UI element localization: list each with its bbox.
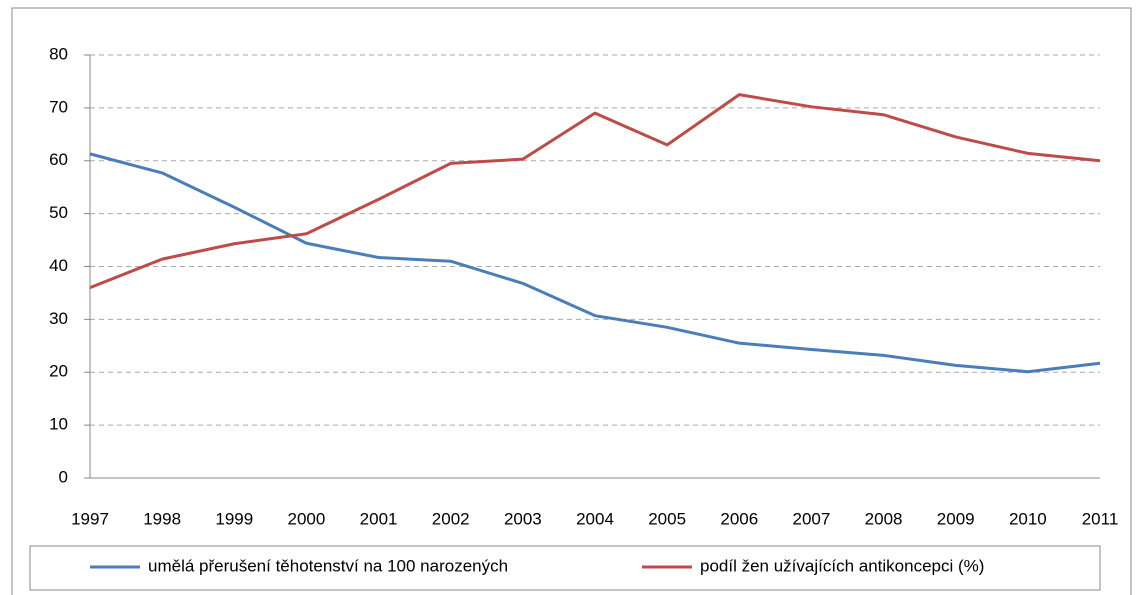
x-tick-label: 2008: [865, 509, 903, 528]
y-tick-label: 60: [49, 150, 68, 169]
y-tick-label: 10: [49, 415, 68, 434]
x-tick-label: 2001: [360, 509, 398, 528]
x-tick-label: 2010: [1009, 509, 1047, 528]
legend-label: umělá přerušení těhotenství na 100 naroz…: [148, 556, 508, 575]
legend-box: [29, 545, 1101, 591]
x-tick-label: 2005: [648, 509, 686, 528]
y-tick-label: 70: [49, 97, 68, 116]
x-tick-label: 2004: [576, 509, 614, 528]
x-tick-label: 2002: [432, 509, 470, 528]
x-tick-label: 2006: [720, 509, 758, 528]
y-tick-label: 20: [49, 362, 68, 381]
y-tick-label: 40: [49, 256, 68, 275]
line-series: [89, 152, 1101, 374]
x-tick-label: 2000: [288, 509, 326, 528]
y-tick-label: 0: [59, 467, 68, 486]
line-series: [89, 93, 1101, 290]
legend-label: podíl žen užívajících antikoncepci (%): [700, 556, 984, 575]
chart-frame: [11, 7, 1132, 595]
x-tick-label: 1998: [143, 509, 181, 528]
x-tick-label: 2003: [504, 509, 542, 528]
y-tick-label: 30: [49, 309, 68, 328]
y-tick-label: 80: [49, 44, 68, 63]
x-tick-label: 2011: [1082, 509, 1119, 528]
y-tick-label: 50: [49, 203, 68, 222]
x-tick-label: 1999: [215, 509, 253, 528]
x-tick-label: 1997: [71, 509, 109, 528]
x-tick-label: 2009: [937, 509, 975, 528]
x-tick-label: 2007: [793, 509, 831, 528]
